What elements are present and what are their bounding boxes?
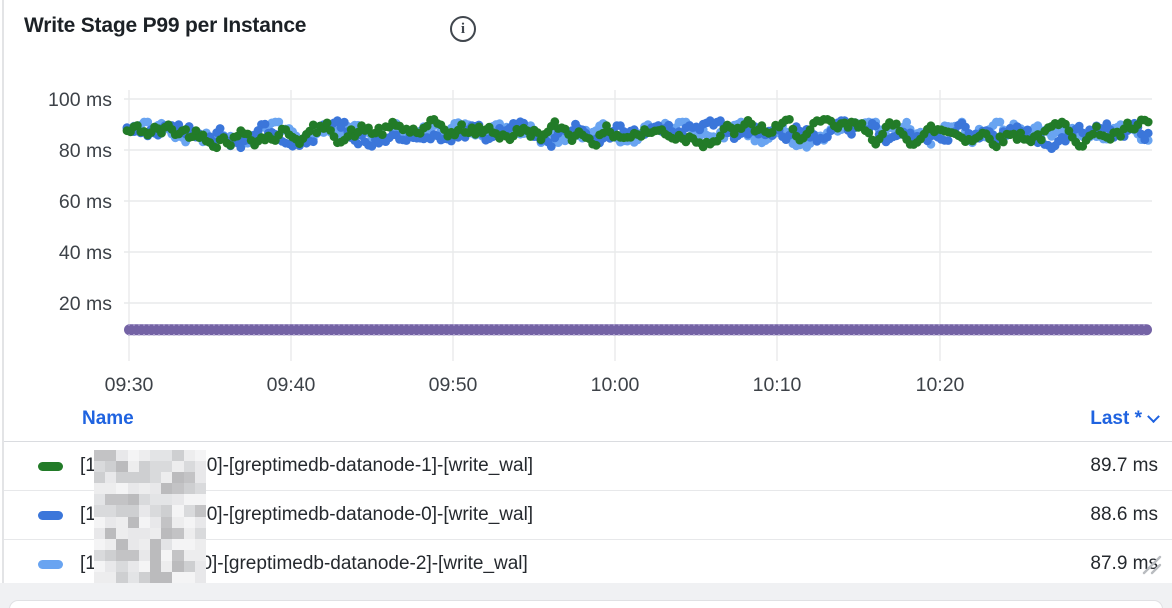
- panel-resize-handle[interactable]: [1136, 549, 1162, 575]
- series-last-value: 89.7 ms: [1090, 455, 1158, 476]
- svg-text:100 ms: 100 ms: [48, 89, 112, 111]
- legend-table: Name Last * [1 4000]-[greptimedb-datanod…: [4, 402, 1172, 583]
- svg-text:10:00: 10:00: [591, 374, 640, 396]
- write-stage-p99-panel: Write Stage P99 per Instance i 100 ms 80 …: [2, 0, 1172, 583]
- legend-sort-name[interactable]: Name: [82, 408, 134, 429]
- flat-band-series: [124, 324, 1152, 336]
- scatter-plot[interactable]: 100 ms 80 ms 60 ms 40 ms 20 ms 09:30 09:40 09:5…: [4, 0, 1172, 402]
- series-name: [1 4000]-[greptimedb-datanode-2]-[write_…: [80, 553, 528, 574]
- legend-row-datanode-1[interactable]: [1 4000]-[greptimedb-datanode-1]-[write_…: [4, 442, 1172, 491]
- svg-text:10:10: 10:10: [753, 374, 802, 396]
- svg-text:60 ms: 60 ms: [59, 191, 112, 213]
- svg-text:09:40: 09:40: [267, 374, 316, 396]
- series-name: [1 4000]-[greptimedb-datanode-1]-[write_…: [80, 455, 534, 476]
- legend-sort-last[interactable]: Last *: [1090, 408, 1160, 430]
- svg-text:09:50: 09:50: [429, 374, 478, 396]
- series-color-swatch: [38, 461, 63, 471]
- chevron-down-icon: [1147, 409, 1160, 423]
- svg-text:20 ms: 20 ms: [59, 293, 112, 315]
- legend-header-row: Name Last *: [4, 402, 1172, 442]
- redacted-ip-mosaic: [94, 450, 206, 583]
- legend-row-datanode-0[interactable]: [1 :4000]-[greptimedb-datanode-0]-[write…: [4, 491, 1172, 540]
- legend-last-label: Last *: [1090, 408, 1142, 429]
- scatter-series-0: [122, 115, 1153, 153]
- series-name: [1 :4000]-[greptimedb-datanode-0]-[write…: [80, 504, 534, 525]
- panel-header[interactable]: Write Stage P99 per Instance i: [4, 0, 1172, 52]
- series-last-value: 88.6 ms: [1090, 504, 1158, 525]
- svg-text:09:30: 09:30: [105, 374, 154, 396]
- svg-text:10:20: 10:20: [916, 374, 965, 396]
- legend-row-datanode-2[interactable]: [1 4000]-[greptimedb-datanode-2]-[write_…: [4, 540, 1172, 583]
- svg-text:40 ms: 40 ms: [59, 242, 112, 264]
- panel-title: Write Stage P99 per Instance: [24, 14, 307, 37]
- series-last-value: 87.9 ms: [1090, 553, 1158, 574]
- svg-text:80 ms: 80 ms: [59, 140, 112, 162]
- next-panel-top-edge: [9, 600, 1163, 608]
- info-icon[interactable]: i: [450, 16, 476, 42]
- series-color-swatch: [38, 559, 63, 569]
- series-color-swatch: [38, 510, 63, 520]
